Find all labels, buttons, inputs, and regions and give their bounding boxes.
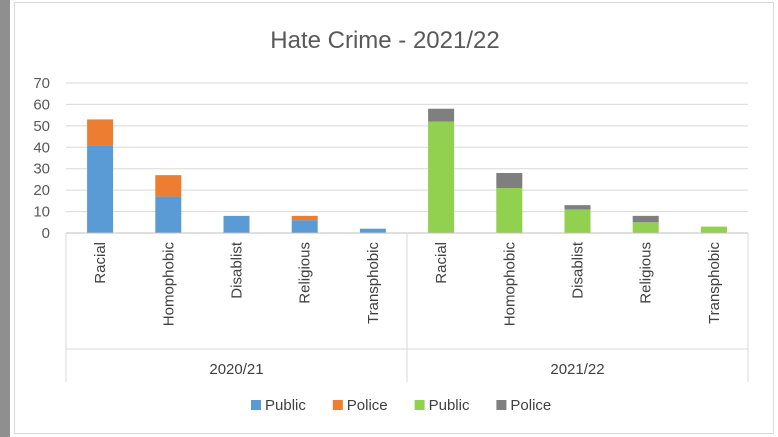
bar-public-religious bbox=[291, 220, 318, 233]
legend: Public Police Public Police bbox=[251, 397, 551, 414]
legend-label: Police bbox=[510, 397, 551, 414]
bar-police-homophobic bbox=[155, 175, 182, 197]
group-label: 2020/21 bbox=[209, 361, 263, 378]
bar-public-racial bbox=[428, 121, 455, 233]
category-label: Transphobic bbox=[365, 242, 382, 324]
y-tick-label: 0 bbox=[42, 225, 50, 242]
category-label: Homophobic bbox=[501, 242, 518, 327]
bar-public-disablist bbox=[564, 209, 591, 233]
legend-swatch bbox=[251, 400, 261, 410]
y-tick-label: 30 bbox=[33, 161, 50, 178]
bar-public-religious bbox=[632, 222, 659, 233]
category-label: Religious bbox=[297, 242, 314, 304]
y-tick-label: 70 bbox=[33, 75, 50, 92]
y-tick-label: 20 bbox=[33, 182, 50, 199]
chart-title: Hate Crime - 2021/22 bbox=[270, 27, 499, 54]
bar-public-racial bbox=[87, 145, 114, 233]
bar-public-disablist bbox=[223, 215, 250, 233]
category-label: Disablist bbox=[229, 241, 246, 299]
bar-public-transphobic bbox=[359, 228, 386, 233]
legend-swatch bbox=[414, 400, 425, 410]
bar-public-homophobic bbox=[155, 196, 182, 233]
legend-label: Police bbox=[347, 397, 388, 414]
group-label: 2021/22 bbox=[550, 361, 604, 378]
bars bbox=[87, 108, 727, 233]
bar-public-transphobic bbox=[700, 226, 727, 233]
y-tick-label: 40 bbox=[33, 139, 50, 156]
y-axis-ticks: 0 10 20 30 40 50 60 70 bbox=[33, 75, 50, 242]
category-axis: Racial Homophobic Disablist Religious Transp… bbox=[65, 232, 749, 382]
bar-police-homophobic bbox=[496, 173, 523, 188]
legend-swatch bbox=[496, 400, 507, 410]
category-label: Racial bbox=[433, 242, 450, 284]
y-tick-label: 50 bbox=[33, 118, 50, 135]
category-label: Homophobic bbox=[160, 242, 177, 327]
bar-police-religious bbox=[632, 215, 659, 223]
y-tick-label: 60 bbox=[33, 96, 50, 113]
bar-public-homophobic bbox=[496, 188, 523, 233]
category-label: Disablist bbox=[570, 241, 587, 299]
category-label: Transphobic bbox=[706, 242, 723, 324]
bar-police-racial bbox=[428, 108, 455, 122]
bar-police-racial bbox=[87, 119, 114, 146]
y-tick-label: 10 bbox=[33, 204, 50, 221]
bar-police-disablist bbox=[564, 205, 591, 210]
legend-label: Public bbox=[265, 397, 306, 414]
bar-police-religious bbox=[291, 215, 318, 221]
window-edge bbox=[0, 0, 10, 437]
legend-label: Public bbox=[429, 397, 470, 414]
category-label: Racial bbox=[92, 242, 109, 284]
category-label: Religious bbox=[638, 242, 655, 304]
legend-swatch bbox=[332, 400, 343, 410]
